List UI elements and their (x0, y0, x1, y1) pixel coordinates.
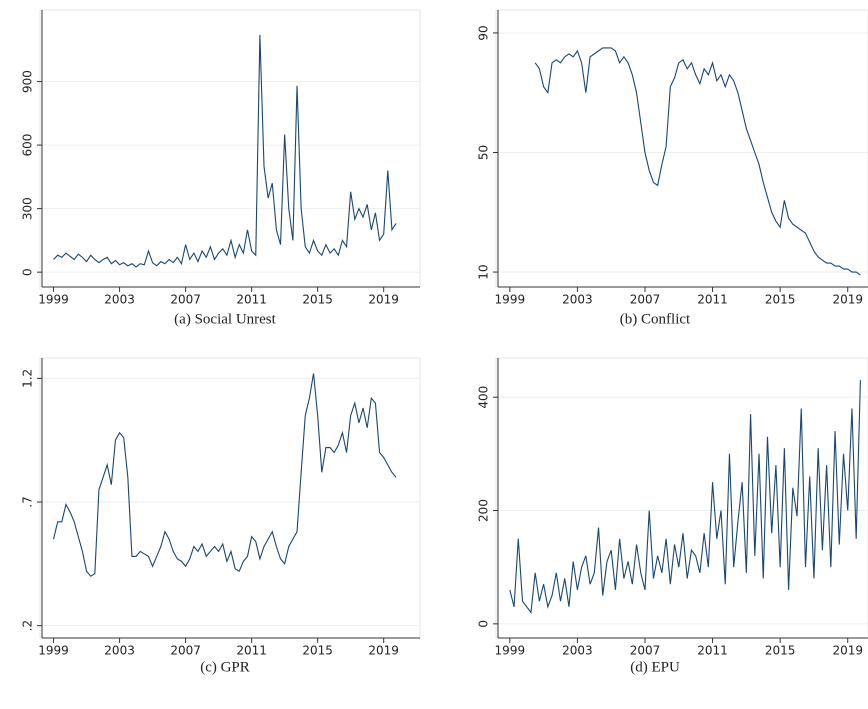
x-tick-label: 2015 (302, 293, 333, 307)
x-tick-label: 2011 (697, 293, 728, 307)
y-tick-label: 200 (477, 499, 491, 522)
plot-frame (39, 9, 421, 288)
data-line (534, 47, 861, 276)
y-tick-label: 50 (477, 145, 491, 160)
x-tick-label: 2015 (302, 644, 333, 658)
y-tick-label: 900 (21, 70, 35, 93)
caption: (d) EPU (630, 659, 680, 675)
x-tick-label: 2019 (368, 644, 399, 658)
x-tick-label: 2019 (832, 644, 863, 658)
x-tick-label: 2003 (104, 293, 135, 307)
x-tick-label: 1999 (38, 644, 69, 658)
y-tick-label: 0 (21, 268, 35, 276)
x-tick-label: 2015 (765, 644, 796, 658)
x-tick-label: 1999 (495, 293, 526, 307)
x-tick-label: 2003 (104, 644, 135, 658)
x-tick-label: 2003 (562, 644, 593, 658)
x-tick-label: 2007 (630, 293, 661, 307)
plot-frame (495, 357, 868, 639)
y-tick-label: .7 (21, 496, 35, 507)
x-tick-label: 2007 (170, 293, 201, 307)
y-tick-label: .2 (21, 620, 35, 631)
caption: (b) Conflict (620, 311, 691, 327)
x-tick-label: 2019 (832, 293, 863, 307)
x-tick-label: 1999 (495, 644, 526, 658)
y-tick-label: 90 (477, 25, 491, 40)
x-tick-label: 2007 (170, 644, 201, 658)
y-tick-label: 10 (477, 264, 491, 279)
y-tick-label: 400 (477, 386, 491, 409)
x-tick-label: 2011 (236, 293, 267, 307)
x-tick-label: 2011 (236, 644, 267, 658)
x-tick-label: 2007 (630, 644, 661, 658)
y-tick-label: 1.2 (21, 369, 35, 388)
x-tick-label: 2019 (368, 293, 399, 307)
y-tick-label: 600 (21, 134, 35, 157)
data-line (509, 380, 861, 614)
x-tick-label: 2003 (562, 293, 593, 307)
plot-frame (495, 9, 868, 288)
x-tick-label: 2011 (697, 644, 728, 658)
y-tick-label: 300 (21, 197, 35, 220)
x-tick-label: 1999 (38, 293, 69, 307)
y-tick-label: 0 (477, 620, 491, 628)
x-tick-label: 2015 (765, 293, 796, 307)
data-line (53, 373, 397, 577)
plot-frame (39, 357, 421, 639)
caption: (c) GPR (200, 659, 250, 675)
data-line (53, 34, 397, 268)
caption: (a) Social Unrest (174, 311, 276, 327)
